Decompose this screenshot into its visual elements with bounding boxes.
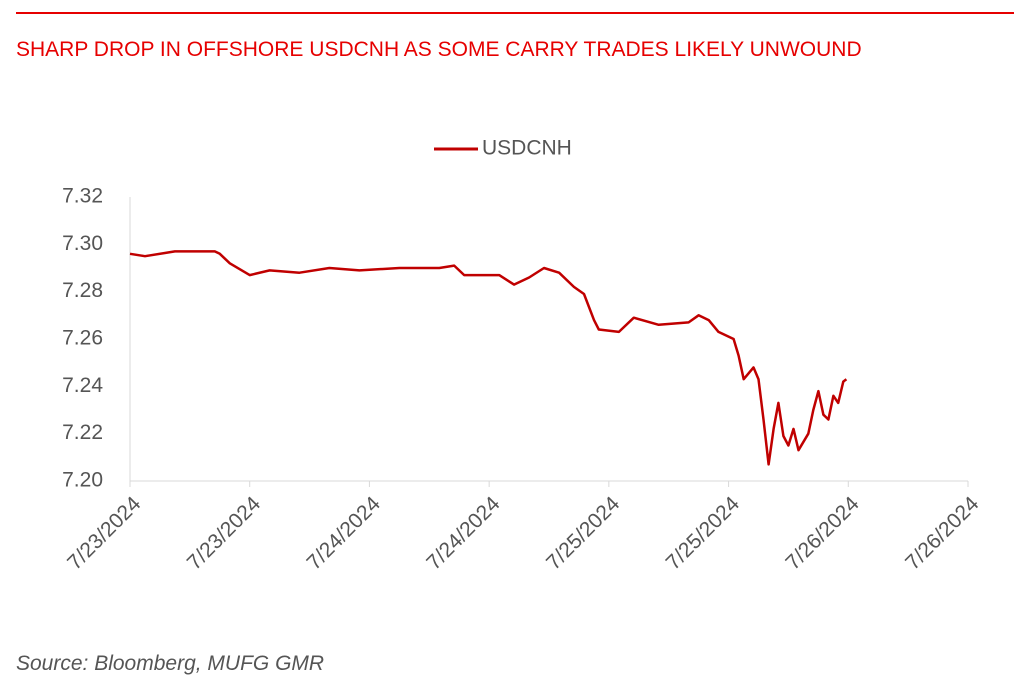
y-tick-label: 7.30 [62, 232, 103, 255]
top-rule [16, 12, 1014, 14]
x-tick-label: 7/25/2024 [662, 492, 745, 575]
source-note: Source: Bloomberg, MUFG GMR [16, 652, 325, 675]
x-tick-label: 7/25/2024 [542, 492, 625, 575]
y-tick-label: 7.22 [62, 421, 103, 444]
legend-label: USDCNH [482, 137, 572, 160]
x-tick-label: 7/26/2024 [781, 492, 864, 575]
x-tick-label: 7/26/2024 [901, 492, 984, 575]
y-tick-label: 7.28 [62, 279, 103, 302]
chart-title: SHARP DROP IN OFFSHORE USDCNH AS SOME CA… [16, 38, 862, 61]
x-tick-label: 7/23/2024 [183, 492, 266, 575]
y-tick-label: 7.32 [62, 185, 103, 208]
data-line [129, 250, 848, 466]
y-tick-label: 7.24 [62, 374, 103, 397]
y-tick-label: 7.20 [62, 469, 103, 492]
x-tick-label: 7/24/2024 [422, 492, 505, 575]
x-tick-label: 7/23/2024 [63, 492, 146, 575]
x-tick-label: 7/24/2024 [303, 492, 386, 575]
y-tick-label: 7.26 [62, 327, 103, 350]
